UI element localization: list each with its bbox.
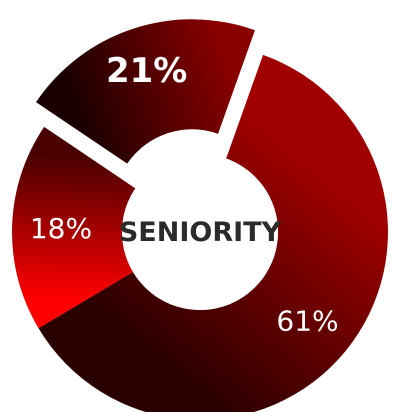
- slice-label-18: 18%: [30, 212, 92, 245]
- donut-slices: [11, 19, 388, 412]
- slice-label-21: 21%: [106, 51, 187, 91]
- slice-18: [11, 126, 136, 329]
- slice-21: [36, 19, 255, 164]
- slice-labels: 21% 61% 18%: [30, 51, 339, 338]
- slice-61: [38, 54, 388, 412]
- center-label: SENIORITY: [119, 217, 282, 248]
- slice-label-61: 61%: [276, 304, 338, 337]
- donut-hole: [122, 154, 278, 310]
